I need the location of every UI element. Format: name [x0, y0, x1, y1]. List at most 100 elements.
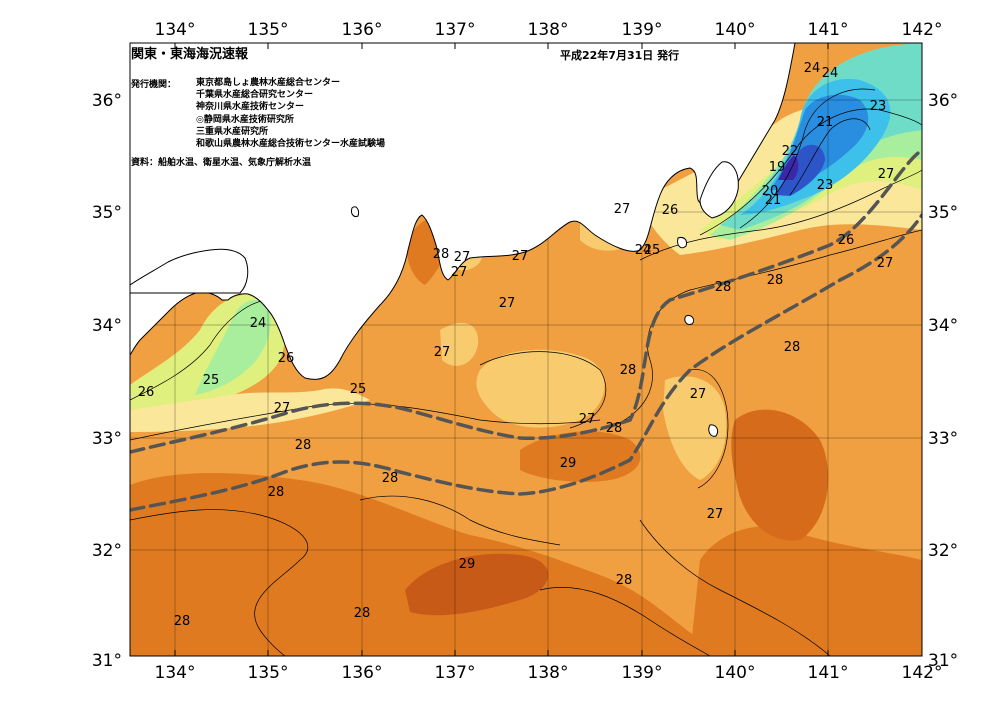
- contour-label: 27: [434, 345, 451, 360]
- contour-label: 22: [782, 144, 799, 159]
- contour-label: 29: [560, 456, 577, 471]
- cool-patch-27-center: [476, 349, 605, 428]
- contour-label: 27: [512, 249, 529, 264]
- contour-label: 20: [762, 184, 779, 199]
- lat-label-34-left: 34°: [92, 316, 122, 336]
- lon-label-140-top: 140°: [715, 20, 756, 40]
- contour-label: 27: [707, 507, 724, 522]
- awaji-shikoku-land: [129, 248, 249, 294]
- lon-label-136-top: 136°: [342, 20, 383, 40]
- contour-label: 21: [817, 115, 834, 130]
- contour-label: 25: [203, 373, 220, 388]
- contour-label: 27: [878, 167, 895, 182]
- issuer-item: 神奈川県水産技術センター: [196, 102, 305, 113]
- issuers-label: 発行機関：: [131, 80, 177, 90]
- contour-label: 26: [838, 233, 855, 248]
- boso-peninsula: [699, 161, 739, 219]
- contour-label: 24: [822, 66, 839, 81]
- lat-label-31-left: 31°: [92, 651, 122, 671]
- lon-label-137-bottom: 137°: [435, 663, 476, 683]
- longitude-labels-bottom: 134° 135° 136° 137° 138° 139° 140° 141° …: [155, 663, 943, 683]
- cool-patch-27-izu: [663, 376, 727, 480]
- data-sources: 資料：船舶水温、衛星水温、気象庁解析水温: [131, 158, 312, 168]
- tick-marks: [174, 43, 829, 656]
- contour-label: 24: [250, 316, 267, 331]
- contour-label: 28: [767, 273, 784, 288]
- contour-label: 27: [454, 250, 471, 265]
- contour-label: 25: [350, 382, 367, 397]
- lon-label-138-bottom: 138°: [528, 663, 569, 683]
- longitude-labels-top: 134° 135° 136° 137° 138° 139° 140° 141° …: [155, 20, 943, 40]
- contour-label: 28: [268, 485, 285, 500]
- issuer-item: 三重県水産研究所: [196, 126, 269, 137]
- lon-label-136-bottom: 136°: [342, 663, 383, 683]
- contour-label: 23: [817, 178, 834, 193]
- contour-label: 26: [138, 385, 155, 400]
- contour-label: 27: [579, 412, 596, 427]
- latitude-labels-left: 36° 35° 34° 33° 32° 31°: [92, 91, 122, 671]
- contour-label: 24: [635, 243, 652, 258]
- contour-label: 27: [451, 265, 468, 280]
- lat-label-32-left: 32°: [92, 541, 122, 561]
- kuroshio-axis: [130, 148, 922, 512]
- warm-patch-29-south: [405, 553, 549, 616]
- lat-label-34-right: 34°: [928, 316, 958, 336]
- contour-label: 23: [870, 99, 887, 114]
- map-title: 関東・東海海況速報: [131, 47, 249, 62]
- contour-label: 24: [804, 61, 821, 76]
- lat-label-36-right: 36°: [928, 91, 958, 111]
- contour-label: 26: [278, 351, 295, 366]
- issue-date: 平成22年7月31日 発行: [560, 49, 680, 62]
- lon-label-142-top: 142°: [902, 20, 943, 40]
- issuer-item: 和歌山県農林水産総合技術センター水産試験場: [196, 139, 386, 150]
- contour-label: 27: [274, 401, 291, 416]
- contour-label: 28: [606, 421, 623, 436]
- lon-label-137-top: 137°: [435, 20, 476, 40]
- lat-label-32-right: 32°: [928, 541, 958, 561]
- lon-label-134-top: 134°: [155, 20, 196, 40]
- warm-patch-east-dark: [731, 409, 829, 541]
- contour-label: 21: [765, 193, 782, 208]
- contour-label: 28: [784, 340, 801, 355]
- kuroshio-outer-edge: [130, 213, 922, 512]
- contour-label: 27: [499, 296, 516, 311]
- cold-core-19: [778, 155, 799, 180]
- contour-label: 28: [354, 606, 371, 621]
- contour-label: 27: [690, 387, 707, 402]
- contour-label: 19: [769, 160, 786, 175]
- contour-label: 28: [382, 471, 399, 486]
- kii-coast-26: [130, 388, 370, 432]
- contour-label: 28: [295, 438, 312, 453]
- lon-label-140-bottom: 140°: [715, 663, 756, 683]
- contour-label: 28: [174, 614, 191, 629]
- lon-label-138-top: 138°: [528, 20, 569, 40]
- kuroshio-inner-edge: [130, 148, 922, 454]
- issuer-item: 千葉県水産総合研究センター: [196, 90, 314, 101]
- contour-label: 27: [877, 256, 894, 271]
- lon-label-139-top: 139°: [622, 20, 663, 40]
- contour-label: 26: [662, 203, 679, 218]
- lat-label-35-right: 35°: [928, 203, 958, 223]
- lat-label-33-right: 33°: [928, 429, 958, 449]
- izu-oshima: [677, 237, 687, 249]
- lon-label-141-bottom: 141°: [808, 663, 849, 683]
- lat-label-35-left: 35°: [92, 203, 122, 223]
- contour-label: 28: [715, 280, 732, 295]
- contour-label: 28: [433, 247, 450, 262]
- lon-label-141-top: 141°: [808, 20, 849, 40]
- contour-label: 28: [620, 363, 637, 378]
- contour-label: 28: [616, 573, 633, 588]
- lon-label-142-bottom: 142°: [902, 663, 943, 683]
- lat-label-33-left: 33°: [92, 429, 122, 449]
- lon-label-139-bottom: 139°: [622, 663, 663, 683]
- hachijo-jima: [708, 424, 719, 437]
- lon-label-135-top: 135°: [248, 20, 289, 40]
- contour-label: 27: [614, 202, 631, 217]
- honshu-land: [129, 42, 796, 380]
- issuer-item: ◎静岡県水産技術研究所: [196, 114, 294, 125]
- latitude-labels-right: 36° 35° 34° 33° 32° 31°: [928, 91, 958, 671]
- land: [129, 42, 796, 437]
- lon-label-134-bottom: 134°: [155, 663, 196, 683]
- temperature-shading: [130, 43, 922, 656]
